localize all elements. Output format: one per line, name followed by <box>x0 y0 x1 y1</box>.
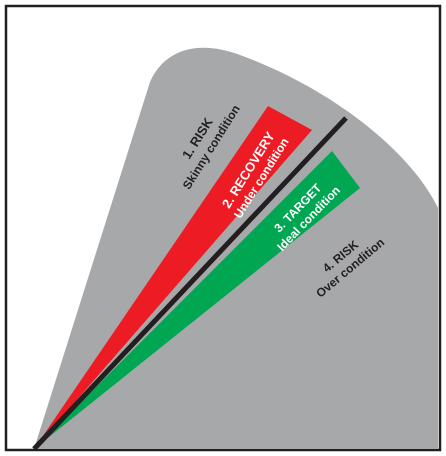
ideal-boundary-line <box>32 116 348 451</box>
recovery-zone-wedge <box>34 106 312 449</box>
target-zone-wedge <box>34 151 360 449</box>
